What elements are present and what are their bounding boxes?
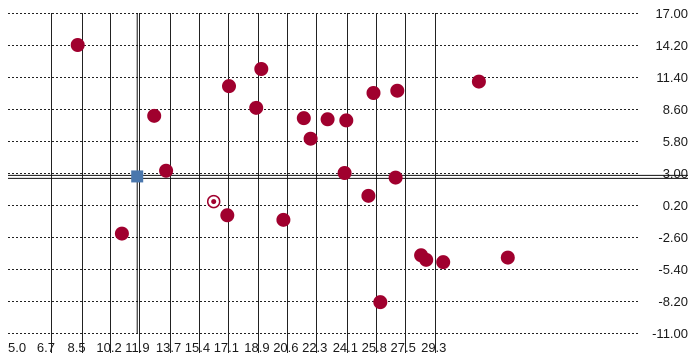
data-point bbox=[339, 113, 354, 128]
data-points bbox=[70, 38, 515, 310]
data-point bbox=[337, 166, 352, 180]
y-tick-label: -5.40 bbox=[658, 262, 688, 277]
y-tick-label: 11.40 bbox=[656, 70, 688, 85]
x-tick-label: 6.7 bbox=[37, 340, 55, 355]
x-tick-label: 24.1 bbox=[333, 340, 358, 355]
x-tick-label: 5.0 bbox=[8, 340, 26, 355]
data-point bbox=[222, 79, 236, 94]
x-tick-label: 27.5 bbox=[391, 340, 416, 355]
crosshair-marker bbox=[131, 170, 144, 183]
data-point bbox=[296, 111, 311, 126]
x-tick-label: 13.7 bbox=[156, 340, 181, 355]
grid bbox=[8, 13, 640, 353]
y-tick-label: -11.00 bbox=[652, 326, 688, 341]
x-tick-label: 11.9 bbox=[125, 340, 149, 355]
x-tick-label: 15.4 bbox=[185, 340, 210, 355]
data-point bbox=[114, 226, 129, 241]
data-point bbox=[254, 62, 269, 76]
data-point bbox=[388, 170, 403, 185]
y-tick-label: -8.20 bbox=[658, 294, 688, 309]
x-tick-label: 17.1 bbox=[214, 340, 239, 355]
y-tick-label: -2.60 bbox=[658, 230, 688, 245]
data-point bbox=[70, 38, 85, 52]
data-point bbox=[220, 208, 235, 223]
y-tick-label: 0.20 bbox=[663, 198, 688, 213]
x-tick-label: 22.3 bbox=[302, 340, 327, 355]
y-tick-label: 5.80 bbox=[663, 134, 688, 149]
x-tick-label: 18.9 bbox=[244, 340, 269, 355]
data-point bbox=[471, 74, 486, 89]
x-tick-label: 29.3 bbox=[421, 340, 446, 355]
data-point bbox=[303, 131, 318, 146]
data-point bbox=[436, 255, 451, 270]
x-tick-label: 8.5 bbox=[68, 340, 86, 355]
x-tick-label: 25.8 bbox=[362, 340, 387, 355]
y-tick-label: 17.00 bbox=[655, 6, 688, 21]
y-tick-label: 8.60 bbox=[663, 102, 688, 117]
data-point bbox=[373, 295, 388, 310]
data-point bbox=[419, 252, 434, 267]
y-tick-label: 14.20 bbox=[655, 38, 688, 53]
x-tick-label: 20.6 bbox=[273, 340, 298, 355]
y-axis-tick-labels: 17.00 14.20 11.40 8.60 5.80 3.00 0.20 -2.60 -5.4… bbox=[652, 6, 688, 341]
data-point bbox=[147, 108, 162, 123]
x-tick-label: 10.2 bbox=[96, 340, 121, 355]
data-point bbox=[390, 83, 405, 98]
data-point bbox=[276, 212, 291, 227]
x-axis-tick-labels: 5.0 6.7 8.5 10.2 11.9 13.7 15.4 17.1 18.9 20.6 22.… bbox=[8, 340, 446, 355]
data-point bbox=[159, 163, 174, 178]
data-point bbox=[500, 250, 515, 265]
data-point bbox=[320, 112, 335, 127]
highlighted-point-dot bbox=[211, 199, 217, 205]
data-point bbox=[361, 188, 376, 203]
y-tick-label: 3.00 bbox=[663, 166, 688, 181]
data-point bbox=[249, 100, 264, 115]
data-point bbox=[366, 86, 381, 100]
